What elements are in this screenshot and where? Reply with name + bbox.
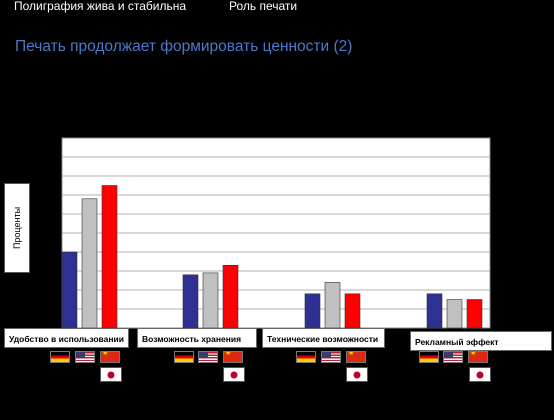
us-flag-icon [321,351,341,363]
de-flag-icon [174,351,194,363]
bar [101,185,118,329]
cn-flag-icon [100,351,120,363]
cn-flag-icon [346,351,366,363]
slide-title: Печать продолжает формировать ценности (… [15,38,353,55]
bar [202,272,219,329]
de-flag-icon [296,351,316,363]
bar [344,293,361,329]
category-label: Удобство в использовании [4,328,129,348]
de-flag-icon [50,351,70,363]
bar [446,299,463,329]
bar [81,198,98,329]
top-navigation: Полиграфия жива и стабильна Роль печати [0,0,554,16]
jp-flag-icon [469,367,491,382]
bar [466,299,483,329]
bar [304,293,321,329]
y-axis-label-box: Проценты [4,183,30,273]
cn-flag-icon [468,351,488,363]
bar [222,264,239,329]
us-flag-icon [198,351,218,363]
us-flag-icon [75,351,95,363]
jp-flag-icon [100,367,122,382]
cn-flag-icon [223,351,243,363]
bar [61,251,78,329]
jp-flag-icon [346,367,368,382]
bar [182,274,199,329]
category-label: Рекламный эффект [410,331,552,351]
jp-flag-icon [223,367,245,382]
category-label: Технические возможности [262,328,385,348]
us-flag-icon [443,351,463,363]
bar [324,282,341,329]
nav-item-printing-alive[interactable]: Полиграфия жива и стабильна [14,0,187,13]
de-flag-icon [419,351,439,363]
nav-item-role-of-print[interactable]: Роль печати [229,0,298,13]
bar [426,293,443,329]
category-label: Возможность хранения [137,328,257,348]
